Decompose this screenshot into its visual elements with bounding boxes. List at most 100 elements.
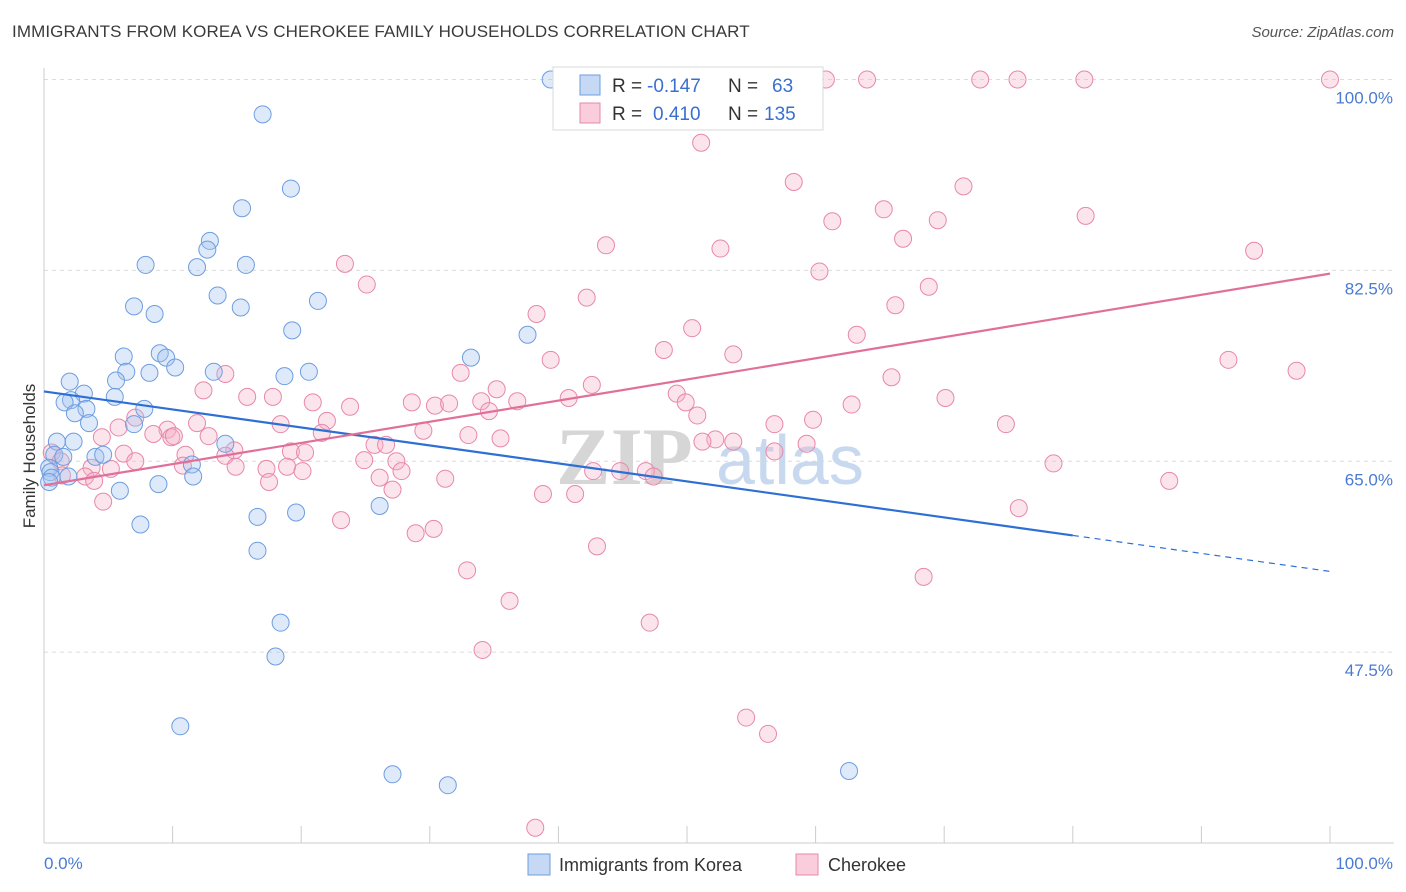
legend-n-value-cherokee: 135	[764, 104, 796, 125]
cherokee-point	[810, 262, 829, 281]
korea-points	[40, 70, 859, 795]
legend-r-value-cherokee: 0.410	[653, 104, 701, 125]
cherokee-point	[491, 429, 510, 448]
korea-point	[171, 717, 190, 736]
y-tick-labels: 100.0% 82.5% 65.0% 47.5%	[1335, 89, 1393, 681]
korea-point	[198, 240, 217, 259]
korea-point	[308, 291, 327, 310]
cherokee-point	[176, 445, 195, 464]
cherokee-point	[1075, 70, 1094, 89]
korea-point	[299, 362, 318, 381]
cherokee-point	[1044, 454, 1063, 473]
cherokee-point	[487, 380, 506, 399]
cherokee-point	[459, 426, 478, 445]
cherokee-point	[688, 406, 707, 425]
cherokee-point	[472, 392, 491, 411]
cherokee-point	[436, 469, 455, 488]
bottom-legend-label-cherokee: Cherokee	[828, 855, 906, 875]
cherokee-point	[341, 397, 360, 416]
x-tick-labels: 0.0% 100.0%	[44, 854, 1393, 873]
cherokee-point	[260, 472, 279, 491]
cherokee-point	[1160, 471, 1179, 490]
korea-point	[107, 371, 126, 390]
cherokee-point	[216, 364, 235, 383]
cherokee-point	[928, 211, 947, 230]
cherokee-point	[582, 375, 601, 394]
cherokee-point	[737, 708, 756, 727]
korea-trend-extension	[1072, 534, 1331, 573]
korea-point	[216, 434, 235, 453]
cherokee-point	[406, 524, 425, 543]
cherokee-point	[919, 277, 938, 296]
cherokee-point	[370, 468, 389, 487]
cherokee-point	[765, 415, 784, 434]
cherokee-point	[886, 296, 905, 315]
cherokee-point	[296, 443, 315, 462]
cherokee-point	[1219, 350, 1238, 369]
korea-point	[114, 347, 133, 366]
korea-point	[65, 404, 84, 423]
cherokee-point	[425, 396, 444, 415]
cherokee-point	[194, 381, 213, 400]
cherokee-point	[858, 70, 877, 89]
cherokee-point	[683, 319, 702, 338]
legend-swatch-korea	[579, 74, 601, 96]
cherokee-point	[402, 393, 421, 412]
cherokee-point	[765, 442, 784, 461]
cherokee-point	[842, 395, 861, 414]
chart-title: IMMIGRANTS FROM KOREA VS CHEROKEE FAMILY…	[12, 22, 750, 41]
cherokee-point	[357, 275, 376, 294]
legend-n-label-korea: N =	[728, 76, 758, 97]
cherokee-point	[640, 613, 659, 632]
bottom-legend-swatch-cherokee	[795, 853, 819, 876]
y-tick-label: 100.0%	[1335, 89, 1393, 108]
trend-lines	[43, 272, 1331, 573]
bottom-legend-swatch-korea	[527, 853, 551, 876]
korea-point	[80, 414, 99, 433]
legend-n-label-cherokee: N =	[728, 104, 758, 125]
cherokee-point	[882, 368, 901, 387]
korea-trend-line	[43, 390, 1073, 537]
cherokee-point	[894, 229, 913, 248]
korea-point	[94, 445, 113, 464]
cherokee-point	[759, 724, 778, 743]
cherokee-point	[804, 410, 823, 429]
cherokee-point	[281, 442, 300, 461]
cherokee-point	[784, 173, 803, 192]
korea-point	[41, 463, 60, 482]
source-label: Source: ZipAtlas.com	[1251, 24, 1394, 41]
korea-point	[271, 613, 290, 632]
korea-point	[54, 447, 73, 466]
cherokee-point	[508, 392, 527, 411]
korea-point	[131, 515, 150, 534]
korea-point	[157, 348, 176, 367]
korea-point	[275, 367, 294, 386]
korea-point	[64, 432, 83, 451]
cherokee-point	[797, 434, 816, 453]
korea-point	[140, 363, 159, 382]
cherokee-point	[355, 451, 374, 470]
cherokee-point	[971, 70, 990, 89]
cherokee-point	[473, 640, 492, 659]
legend-r-label-korea: R =	[612, 76, 642, 97]
legend-swatch-cherokee	[579, 102, 601, 124]
cherokee-points	[42, 70, 1339, 837]
cherokee-point	[424, 519, 443, 538]
korea-point	[248, 541, 267, 560]
cherokee-point	[847, 325, 866, 344]
cherokee-point	[1321, 70, 1339, 89]
cherokee-point	[914, 567, 933, 586]
cherokee-point	[392, 462, 411, 481]
legend-n-value-korea: 63	[772, 76, 793, 97]
cherokee-point	[584, 462, 603, 481]
cherokee-point	[541, 350, 560, 369]
korea-point	[248, 507, 267, 526]
cherokee-point	[724, 345, 743, 364]
cherokee-point	[293, 462, 312, 481]
korea-point	[438, 776, 457, 795]
cherokee-point	[996, 415, 1015, 434]
korea-point	[283, 321, 302, 340]
korea-point	[77, 399, 96, 418]
legend-r-value-korea: -0.147	[647, 76, 701, 97]
cherokee-point	[692, 133, 711, 152]
